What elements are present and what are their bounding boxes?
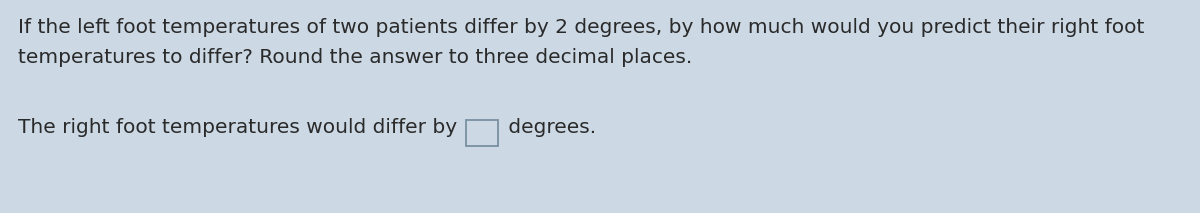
Text: degrees.: degrees. [502, 118, 595, 137]
FancyBboxPatch shape [466, 120, 498, 146]
Text: The right foot temperatures would differ by: The right foot temperatures would differ… [18, 118, 463, 137]
Text: If the left foot temperatures of two patients differ by 2 degrees, by how much w: If the left foot temperatures of two pat… [18, 18, 1145, 37]
Text: temperatures to differ? Round the answer to three decimal places.: temperatures to differ? Round the answer… [18, 48, 692, 67]
